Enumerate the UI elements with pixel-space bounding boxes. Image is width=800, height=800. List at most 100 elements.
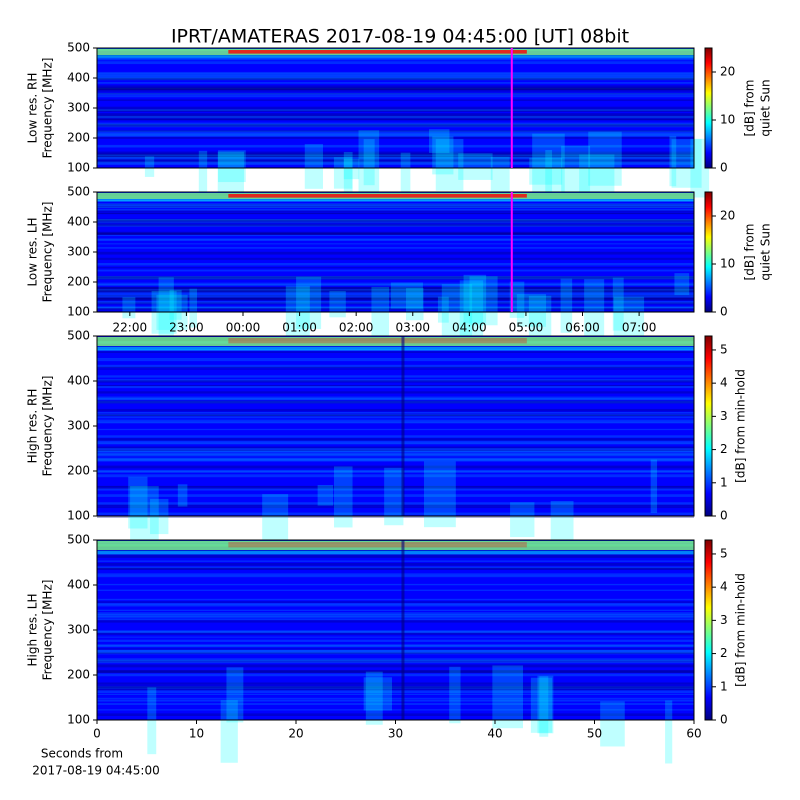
texture-line bbox=[97, 644, 694, 648]
y-tick-label: 200 bbox=[67, 464, 90, 478]
texture-line bbox=[97, 210, 694, 212]
texture-line bbox=[97, 396, 694, 400]
texture-line bbox=[97, 359, 694, 362]
texture-line bbox=[97, 154, 694, 157]
texture-line bbox=[97, 203, 694, 206]
y-tick-label: 500 bbox=[67, 329, 90, 343]
texture-blob bbox=[437, 296, 449, 323]
texture-line bbox=[97, 78, 694, 81]
colorbar-tick-label: 0 bbox=[720, 161, 728, 175]
y-tick-label: 200 bbox=[67, 275, 90, 289]
texture-line bbox=[97, 87, 694, 91]
texture-line bbox=[97, 485, 694, 487]
texture-line bbox=[97, 99, 694, 102]
texture-line bbox=[97, 690, 694, 694]
texture-line bbox=[97, 223, 694, 227]
texture-line bbox=[97, 575, 694, 577]
colorbar-tick-label: 4 bbox=[720, 580, 728, 594]
texture-line bbox=[97, 562, 694, 566]
texture-line bbox=[97, 632, 694, 635]
texture-line bbox=[97, 384, 694, 387]
texture-line bbox=[97, 257, 694, 260]
texture-line bbox=[97, 450, 694, 453]
texture-blob bbox=[435, 139, 464, 191]
colorbar-label: quiet Sun bbox=[759, 79, 773, 136]
texture-line bbox=[97, 457, 694, 460]
x-tick-label: 0 bbox=[93, 727, 101, 741]
texture-line bbox=[97, 306, 694, 308]
x-tick-label: 60 bbox=[686, 727, 701, 741]
y-tick-label: 400 bbox=[67, 215, 90, 229]
texture-line bbox=[97, 146, 694, 148]
texture-line bbox=[97, 130, 694, 133]
texture-line bbox=[97, 449, 694, 451]
texture-blob bbox=[424, 461, 456, 528]
texture-line bbox=[97, 636, 694, 638]
colorbar-tick-label: 0 bbox=[720, 509, 728, 523]
y-tick-label: 100 bbox=[67, 305, 90, 319]
texture-line bbox=[97, 397, 694, 401]
texture-blob bbox=[584, 279, 605, 341]
texture-blob bbox=[217, 151, 244, 195]
texture-line bbox=[97, 294, 694, 297]
texture-line bbox=[97, 233, 694, 235]
texture-line bbox=[97, 224, 694, 227]
texture-line bbox=[97, 296, 694, 299]
y-tick-label: 400 bbox=[67, 578, 90, 592]
texture-band bbox=[228, 338, 527, 344]
texture-line bbox=[97, 153, 694, 155]
texture-blob bbox=[363, 139, 375, 186]
texture-line bbox=[97, 276, 694, 278]
texture-blob bbox=[516, 294, 547, 327]
texture-line bbox=[97, 659, 694, 663]
texture-line bbox=[97, 366, 694, 369]
spectrogram-image bbox=[97, 192, 694, 312]
texture-line bbox=[97, 713, 694, 717]
colorbar-label: [dB] from bbox=[743, 80, 757, 137]
texture-line bbox=[97, 652, 694, 655]
texture-line bbox=[97, 438, 694, 441]
texture-blob bbox=[459, 280, 484, 340]
x-tick-label: 22:00 bbox=[113, 321, 148, 335]
texture-line bbox=[97, 512, 694, 515]
x-tick-label: 00:00 bbox=[226, 321, 261, 335]
texture-line bbox=[97, 262, 694, 266]
texture-line bbox=[97, 428, 694, 431]
texture-line bbox=[97, 158, 694, 162]
texture-blob bbox=[600, 701, 625, 747]
x-tick-label: 20 bbox=[288, 727, 303, 741]
texture-line bbox=[97, 504, 694, 507]
texture-line bbox=[97, 301, 694, 305]
texture-band bbox=[97, 541, 694, 550]
texture-line bbox=[97, 204, 694, 208]
texture-line bbox=[97, 251, 694, 255]
texture-line bbox=[97, 573, 694, 576]
texture-line bbox=[97, 234, 694, 237]
colorbar-tick-label: 5 bbox=[720, 546, 728, 560]
texture-line bbox=[97, 136, 694, 139]
texture-blob bbox=[469, 276, 498, 326]
texture-line bbox=[97, 458, 694, 462]
y-axis-label: High res. RH bbox=[26, 389, 40, 464]
texture-line bbox=[97, 239, 694, 241]
texture-line bbox=[97, 307, 694, 311]
texture-line bbox=[97, 494, 694, 497]
texture-line bbox=[97, 212, 694, 214]
texture-line bbox=[97, 107, 694, 110]
texture-blob bbox=[358, 130, 380, 200]
x-axis-label: 2017-08-19 04:45:00 bbox=[32, 764, 159, 778]
texture-line bbox=[97, 205, 694, 208]
colorbar-tick-label: 20 bbox=[720, 65, 735, 79]
texture-line bbox=[97, 292, 694, 296]
texture-blob bbox=[218, 150, 246, 183]
texture-line bbox=[97, 673, 694, 677]
texture-line bbox=[97, 161, 694, 164]
x-tick-label: 02:00 bbox=[339, 321, 374, 335]
spectrogram-texture bbox=[97, 540, 694, 764]
texture-blob bbox=[612, 277, 624, 331]
texture-line bbox=[97, 368, 694, 370]
texture-blob bbox=[537, 675, 554, 734]
colorbar-tick-label: 3 bbox=[720, 613, 728, 627]
texture-blob bbox=[329, 291, 346, 318]
texture-blob bbox=[545, 150, 553, 198]
